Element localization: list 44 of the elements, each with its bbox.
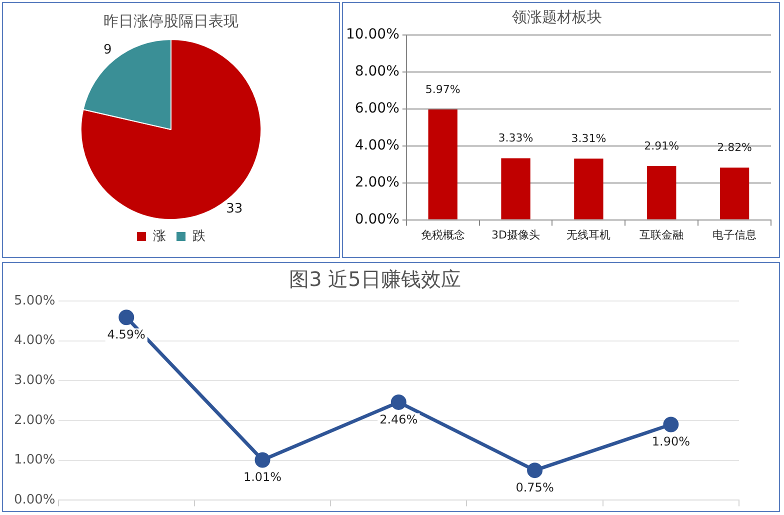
- point: [254, 452, 270, 468]
- data-label: 9: [103, 42, 112, 58]
- chart-title: 领涨题材板块: [512, 8, 602, 26]
- data-label: 3.31%: [571, 132, 606, 145]
- data-label: 5.97%: [425, 82, 460, 96]
- x-tick-label: 3D摄像头: [492, 228, 540, 242]
- data-label: 2.46%: [380, 412, 418, 426]
- data-label: 2.91%: [644, 139, 680, 152]
- point: [527, 462, 543, 478]
- data-label: 3.33%: [498, 132, 534, 145]
- y-tick-label: 1.00%: [14, 452, 56, 468]
- chart-title: 昨日涨停股隔日表现: [104, 12, 238, 30]
- data-label: 2.82%: [717, 141, 752, 154]
- x-tick-label: 免税概念: [420, 228, 465, 242]
- data-label: 0.75%: [516, 480, 554, 494]
- y-tick-label: 4.00%: [14, 333, 56, 348]
- x-tick-label: 无线耳机: [566, 228, 611, 242]
- x-tick-label: 电子信息: [712, 228, 757, 242]
- point: [390, 394, 406, 410]
- bar: [720, 168, 750, 220]
- bar: [574, 158, 604, 220]
- legend-label: 涨: [153, 228, 166, 244]
- y-tick-label: 2.00%: [14, 412, 56, 428]
- y-tick-label: 6.00%: [354, 100, 400, 117]
- data-label: 33: [226, 201, 243, 216]
- y-tick-label: 10.00%: [346, 26, 400, 43]
- y-tick-label: 4.00%: [354, 138, 400, 154]
- bar: [501, 158, 530, 220]
- y-tick-label: 3.00%: [14, 373, 56, 388]
- data-label: 1.01%: [243, 470, 282, 484]
- y-tick-label: 5.00%: [14, 293, 56, 308]
- data-label: 4.59%: [107, 327, 146, 342]
- point: [118, 310, 134, 326]
- chart-title: 图3 近5日赚钱效应: [289, 267, 461, 292]
- y-tick-label: 2.00%: [354, 174, 400, 190]
- data-label: 1.90%: [652, 434, 690, 449]
- legend-label: 跌: [192, 228, 206, 244]
- point: [663, 416, 679, 432]
- y-tick-label: 8.00%: [354, 64, 400, 80]
- y-tick-label: 0.00%: [354, 211, 400, 228]
- bar: [647, 166, 676, 220]
- y-tick-label: 0.00%: [14, 492, 56, 508]
- x-tick-label: 互联金融: [640, 228, 684, 242]
- bar: [428, 109, 458, 220]
